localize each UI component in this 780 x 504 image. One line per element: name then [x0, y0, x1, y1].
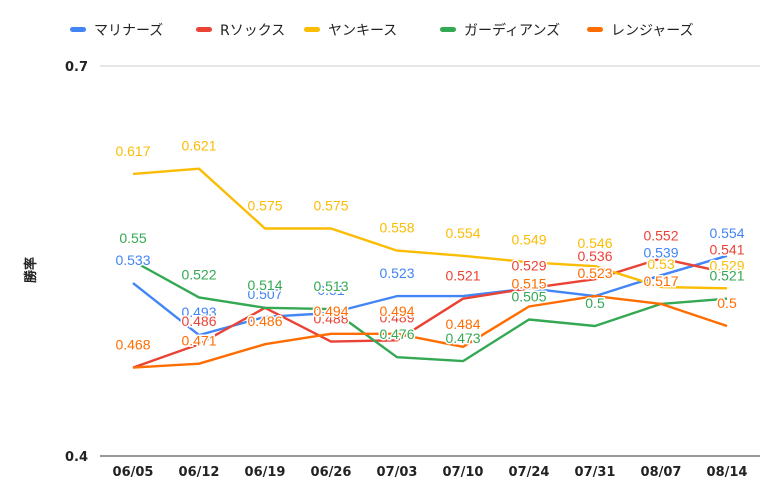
- x-tick-label: 07/03: [377, 465, 418, 480]
- series-line: [132, 257, 728, 369]
- gridlines: [100, 65, 760, 457]
- data-label: 0.473: [445, 330, 480, 346]
- data-label: 0.575: [247, 198, 282, 214]
- legend: マリナーズ Rソックス ヤンキース ガーディアンズ レンジャーズ: [70, 22, 694, 39]
- legend-item: Rソックス: [196, 23, 285, 39]
- data-label: 0.546: [577, 235, 612, 251]
- legend-label: Rソックス: [220, 23, 285, 39]
- data-label: 0.549: [511, 231, 546, 247]
- legend-label: レンジャーズ: [611, 23, 694, 39]
- data-label: 0.523: [379, 265, 414, 281]
- data-label: 0.554: [709, 225, 744, 241]
- data-label: 0.541: [709, 242, 744, 258]
- x-tick-label: 08/14: [707, 465, 748, 480]
- series-line: [132, 294, 728, 369]
- data-label: 0.536: [577, 248, 612, 264]
- data-label: 0.488: [313, 311, 348, 327]
- data-label: 0.621: [181, 138, 216, 154]
- y-axis-ticks: 0.4 0.7: [65, 60, 88, 465]
- y-tick-label: 0.7: [65, 60, 88, 75]
- legend-swatch: [587, 27, 603, 32]
- legend-label: ガーディアンズ: [464, 22, 560, 39]
- data-label: 0.55: [119, 230, 146, 246]
- data-label: 0.558: [379, 220, 414, 236]
- y-tick-label: 0.4: [65, 450, 88, 465]
- data-label: 0.486: [247, 313, 282, 329]
- legend-swatch: [304, 27, 320, 32]
- data-label: 0.513: [313, 278, 348, 294]
- x-tick-label: 06/12: [179, 465, 220, 480]
- legend-item: レンジャーズ: [587, 23, 694, 39]
- x-tick-label: 06/05: [113, 465, 154, 480]
- data-label: 0.521: [445, 268, 480, 284]
- data-label: 0.489: [379, 309, 414, 325]
- legend-label: マリナーズ: [94, 23, 163, 39]
- data-label: 0.51: [317, 282, 344, 298]
- data-label: 0.539: [643, 244, 678, 260]
- data-label: 0.554: [445, 225, 480, 241]
- data-label: 0.515: [511, 276, 546, 292]
- legend-label: ヤンキース: [328, 23, 397, 39]
- x-tick-label: 07/10: [443, 465, 484, 480]
- series-line: [132, 259, 728, 363]
- data-label: 0.521: [709, 268, 744, 284]
- legend-item: ガーディアンズ: [440, 22, 560, 39]
- x-tick-label: 06/19: [245, 465, 286, 480]
- data-label: 0.552: [643, 227, 678, 243]
- y-axis-label: 勝率: [23, 257, 39, 283]
- x-tick-label: 06/26: [311, 465, 352, 480]
- data-label: 0.575: [313, 198, 348, 214]
- data-label: 0.514: [247, 277, 282, 293]
- data-label: 0.617: [115, 143, 150, 159]
- x-tick-label: 08/07: [641, 465, 682, 480]
- series-line: [132, 254, 728, 337]
- x-tick-label: 07/24: [509, 465, 550, 480]
- data-label: 0.53: [647, 256, 674, 272]
- data-label: 0.507: [247, 286, 282, 302]
- legend-item: ヤンキース: [304, 23, 397, 39]
- x-axis-ticks: 06/05 06/12 06/19 06/26 07/03 07/10 07/24 07/31…: [113, 465, 748, 480]
- data-label: 0.494: [379, 303, 414, 319]
- data-label: 0.522: [181, 266, 216, 282]
- data-label: 0.529: [511, 257, 546, 273]
- data-label: 0.468: [115, 337, 150, 353]
- data-label: 0.486: [181, 313, 216, 329]
- data-label: 0.471: [181, 333, 216, 349]
- data-label: 0.517: [643, 273, 678, 289]
- legend-swatch: [196, 27, 212, 32]
- legend-swatch: [70, 27, 86, 32]
- data-labels: 0.533 0.493 0.507 0.51 0.523 0.539 0.554 0.486 0…: [114, 136, 746, 354]
- legend-item: マリナーズ: [70, 23, 163, 39]
- data-label: 0.5: [585, 295, 605, 311]
- series-lines: [132, 167, 728, 369]
- data-label: 0.5: [717, 295, 737, 311]
- data-label: 0.494: [313, 303, 348, 319]
- data-label: 0.505: [511, 289, 546, 305]
- data-label: 0.476: [379, 326, 414, 342]
- data-label: 0.523: [577, 265, 612, 281]
- data-label: 0.484: [445, 316, 480, 332]
- legend-swatch: [440, 27, 456, 32]
- x-tick-label: 07/31: [575, 465, 616, 480]
- data-label: 0.529: [709, 257, 744, 273]
- data-label: 0.493: [181, 304, 216, 320]
- series-line: [132, 167, 728, 290]
- data-label: 0.533: [115, 252, 150, 268]
